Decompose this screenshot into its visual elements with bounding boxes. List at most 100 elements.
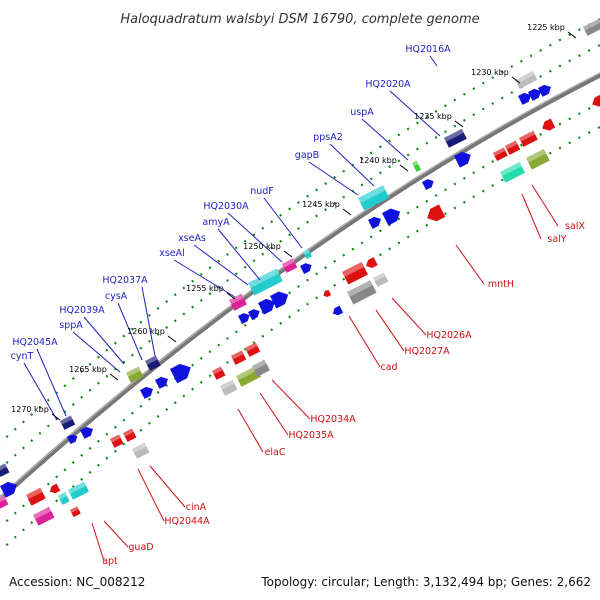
gene-label: HQ2045A	[12, 337, 58, 348]
dotted-track	[0, 17, 600, 445]
gene-block	[493, 147, 508, 162]
gene-label: salY	[547, 234, 566, 245]
forward-arrow	[270, 291, 289, 309]
leader-line	[429, 55, 438, 67]
leader-line	[455, 244, 485, 285]
gene-block	[68, 481, 90, 500]
gene-block	[303, 249, 312, 260]
gene-label: uspA	[350, 107, 374, 118]
gene-label: mntH	[488, 279, 514, 290]
gene-block	[126, 366, 144, 383]
gene-label: HQ2026A	[426, 330, 472, 341]
tick-label: 1250 kbp	[243, 242, 281, 251]
reverse-arrow	[592, 94, 600, 107]
gene-label: ppsA2	[313, 132, 343, 143]
gene-block	[251, 359, 270, 377]
leader-line	[227, 212, 283, 263]
gene-label: HQ2034A	[310, 414, 356, 425]
reverse-gene-labels: salX salY mntH HQ2026A HQ2027A cad HQ2034A HQ20…	[102, 221, 585, 567]
leader-line	[329, 143, 375, 187]
leader-line	[391, 297, 427, 336]
leader-line	[117, 302, 143, 361]
tick-label: 1240 kbp	[359, 156, 397, 165]
leader-line	[91, 522, 105, 562]
forward-arrow	[140, 386, 153, 399]
tick-label: 1260 kbp	[127, 327, 165, 336]
gene-block	[444, 128, 467, 148]
gene-label: HQ2044A	[164, 516, 210, 527]
leader-line	[149, 465, 186, 508]
tick-mark	[567, 31, 577, 39]
accession-text: Accession: NC_008212	[9, 575, 145, 589]
gene-block	[412, 160, 421, 172]
gene-block	[25, 487, 46, 506]
tick-label: 1225 kbp	[527, 23, 565, 32]
gene-block	[504, 140, 521, 155]
gene-label: cinA	[186, 502, 207, 513]
gene-block	[373, 272, 389, 287]
genome-backbone	[0, 72, 600, 503]
leader-line	[308, 161, 359, 196]
leader-line	[173, 259, 236, 298]
leader-line	[137, 468, 165, 522]
leader-line	[259, 392, 289, 436]
forward-arrow	[67, 434, 78, 445]
gene-block	[282, 258, 298, 273]
leader-line	[375, 309, 405, 352]
forward-arrow	[368, 216, 381, 229]
reverse-arrow	[542, 118, 556, 131]
forward-arrow	[300, 263, 312, 275]
leader-line	[36, 348, 67, 417]
forward-arrow	[422, 179, 434, 191]
gene-block	[526, 148, 550, 170]
tick-mark	[167, 335, 177, 343]
gene-label: HQ2039A	[59, 305, 105, 316]
forward-arrow	[528, 88, 541, 101]
gene-label: amyA	[202, 217, 230, 228]
gene-label: cad	[380, 362, 397, 373]
reverse-arrow	[366, 257, 378, 268]
leader-line	[521, 193, 542, 240]
gene-label: sppA	[59, 320, 83, 331]
leader-line	[271, 379, 311, 420]
gene-block	[132, 442, 150, 459]
dotted-track	[0, 101, 600, 529]
map-title: Haloquadratum walsbyi DSM 16790, complet…	[120, 12, 479, 27]
tick-label: 1235 kbp	[414, 112, 452, 121]
gene-block	[342, 262, 368, 285]
gene-block	[33, 506, 55, 526]
gene-block	[248, 268, 283, 296]
tick-label: 1270 kbp	[11, 405, 49, 414]
dotted-track	[0, 125, 600, 553]
gene-block	[60, 415, 76, 430]
gene-block	[0, 463, 10, 477]
tick-label: 1230 kbp	[471, 68, 509, 77]
forward-arrow	[454, 151, 471, 168]
gene-label: HQ2035A	[288, 430, 334, 441]
gene-label: nudF	[250, 186, 274, 197]
tick-mark	[109, 373, 119, 381]
leader-line	[141, 286, 156, 357]
gene-label: cynT	[11, 351, 34, 362]
tick-label: 1245 kbp	[302, 200, 340, 209]
tick-label: 1265 kbp	[69, 365, 107, 374]
gene-label: HQ2016A	[405, 44, 451, 55]
leader-line	[237, 408, 264, 453]
forward-arrow	[518, 92, 531, 105]
tick-mark	[226, 292, 236, 300]
tick-mark	[454, 120, 464, 128]
gene-block	[347, 280, 377, 305]
gene-label: xseAl	[159, 248, 185, 259]
label-leader-lines	[23, 55, 559, 562]
gene-label: HQ2030A	[203, 201, 249, 212]
leader-line	[389, 90, 441, 137]
forward-arrow	[332, 305, 344, 316]
leader-line	[531, 184, 559, 227]
reverse-arrow	[427, 204, 446, 222]
leader-line	[217, 228, 261, 281]
gene-block	[70, 506, 81, 518]
reverse-arrow	[323, 289, 332, 297]
leader-line	[83, 316, 125, 365]
gene-features	[0, 18, 600, 526]
